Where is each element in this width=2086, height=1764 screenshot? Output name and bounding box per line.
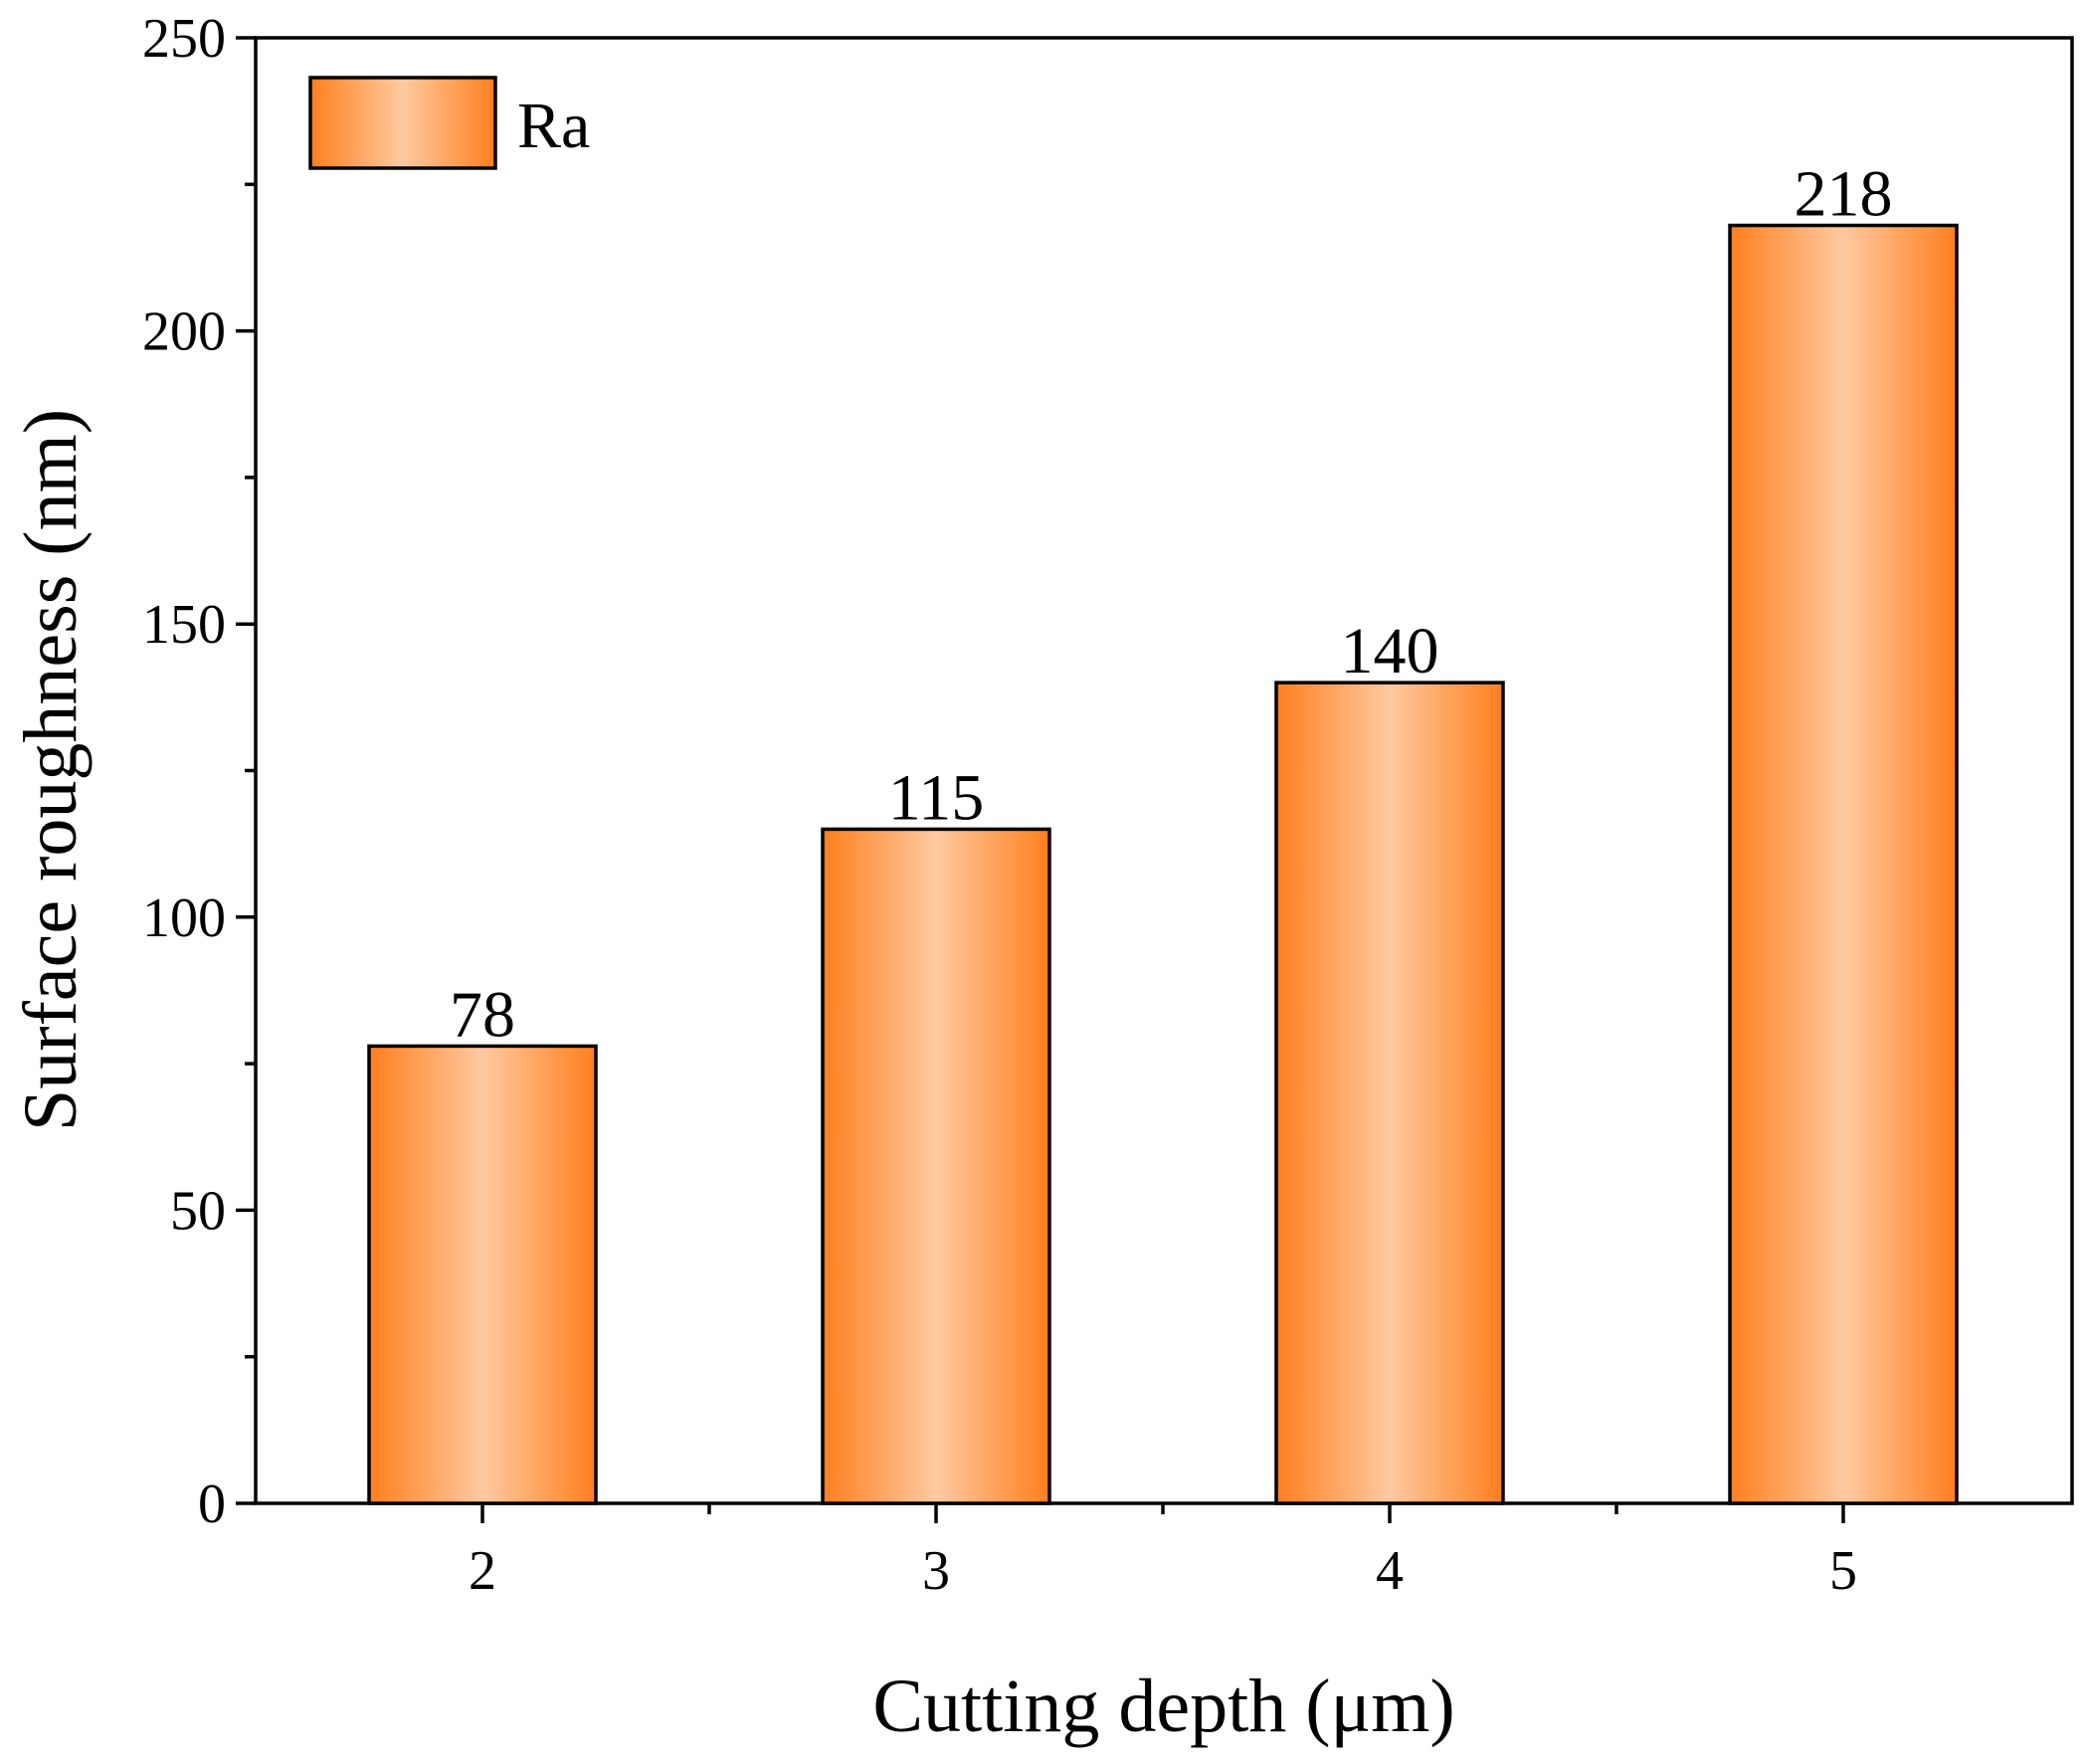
legend-swatch (308, 76, 497, 170)
bar-4 (1274, 681, 1505, 1505)
y-tick-label: 0 (198, 1473, 226, 1535)
x-axis-title: Cutting depth (μm) (872, 1665, 1454, 1748)
x-tick-label: 3 (922, 1540, 950, 1602)
bar-value-label: 140 (1341, 615, 1439, 687)
bar-3 (821, 827, 1051, 1505)
x-tick-label: 5 (1829, 1540, 1857, 1602)
x-axis: 2 3 4 5 (469, 1503, 1857, 1602)
bar-data-labels: 78 115 140 218 (450, 158, 1893, 1052)
bars (367, 223, 1959, 1505)
y-tick-label: 200 (142, 301, 226, 363)
bar-value-label: 78 (450, 978, 515, 1051)
x-tick-label: 4 (1376, 1540, 1404, 1602)
y-axis: 0 50 100 150 200 250 (142, 8, 256, 1535)
y-axis-title: Surface roughness (nm) (9, 409, 93, 1131)
bar-value-label: 218 (1795, 158, 1893, 231)
y-tick-label: 100 (142, 887, 226, 949)
bar-2 (367, 1044, 598, 1505)
bar-5 (1728, 223, 1959, 1505)
y-tick-label: 250 (142, 8, 226, 70)
y-tick-label: 50 (170, 1180, 226, 1242)
legend-label-ra: Ra (517, 90, 590, 162)
x-tick-label: 2 (469, 1540, 496, 1602)
bar-value-label: 115 (888, 761, 985, 834)
legend: Ra (308, 76, 590, 170)
y-tick-label: 150 (142, 594, 226, 656)
